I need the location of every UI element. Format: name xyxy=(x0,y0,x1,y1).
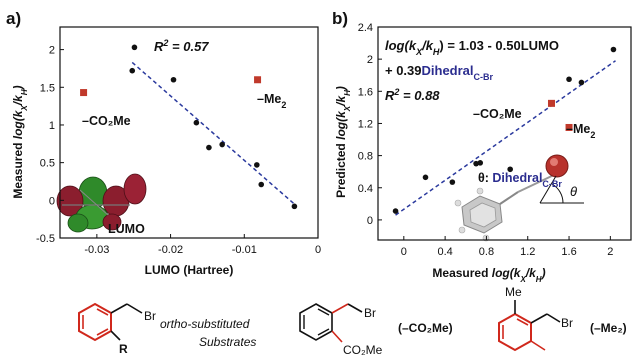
panel-b-y-tick-label: 2.4 xyxy=(358,22,373,34)
panel-b-x-tick-label: 1.6 xyxy=(561,246,576,258)
panel-a-y-tick-label: -0.5 xyxy=(36,233,55,245)
structures-row: Br ortho-substituted Substrates R Br CO₂… xyxy=(78,285,627,357)
panel-b-equation-line2: + 0.39DihedralC-Br xyxy=(385,63,494,82)
panel-b-y-tick-label: 1.6 xyxy=(358,86,373,98)
panel-b-y-tick-label: 0.4 xyxy=(358,183,373,195)
panel-a-y-tick-label: 1.5 xyxy=(40,82,55,94)
panel-b-y-tick-label: 2 xyxy=(367,54,373,66)
panel-b: b) Predicted log(kX/kH) θ θ: DihedralC-B… xyxy=(332,9,632,284)
lumo-orbital-image xyxy=(56,173,147,233)
panel-a-data-point xyxy=(206,144,212,151)
panel-a-data-point xyxy=(129,67,136,74)
panel-b-x-tick-label: 0.4 xyxy=(437,246,452,258)
panel-a-data-point xyxy=(254,162,260,168)
panel-b-x-tick-label: 2 xyxy=(607,246,613,258)
panel-a-x-tick-label: 0 xyxy=(315,244,321,256)
panel-a-x-tick-label: -0.01 xyxy=(232,244,257,256)
panel-a-square-point xyxy=(254,76,262,84)
panel-a-x-tick-label: -0.03 xyxy=(84,244,109,256)
panel-b-r2: R2 = 0.88 xyxy=(385,87,440,103)
panel-a-y-tick-label: 1 xyxy=(49,120,55,132)
panel-a-fit-line xyxy=(131,61,295,205)
panel-b-plot-frame xyxy=(377,26,632,241)
panel-b-xlabel: Measured log(kX/kH) xyxy=(432,266,545,284)
panel-a-data-point xyxy=(170,76,177,83)
structure-co2me-group: CO₂Me xyxy=(343,343,383,357)
panel-b-data-point xyxy=(449,179,456,185)
panel-b-ylabel: Predicted log(kX/kH) xyxy=(334,86,352,198)
panel-a-ylabel: Measured log(kX/kH) xyxy=(11,85,29,198)
dihedral-molecule-image xyxy=(454,154,584,242)
panel-a-plot: -0.03 -0.02 -0.01 0 -0.5 0 0.5 1 1.5 2 xyxy=(36,26,321,256)
panel-b-square-point xyxy=(565,123,573,131)
panel-a-lumo-label: LUMO xyxy=(108,222,145,236)
structure-generic-caption-line2: Substrates xyxy=(199,335,256,349)
panel-b-data-point xyxy=(392,208,399,214)
structure-me2 xyxy=(498,300,561,352)
panel-b-y-tick-label: 0.8 xyxy=(358,151,373,163)
panel-a-data-point xyxy=(131,44,138,51)
panel-b-x-tick-label: 0.8 xyxy=(479,246,494,258)
panel-b-fit-line xyxy=(395,60,616,216)
panel-b-square-point xyxy=(547,99,555,107)
panel-b-equation-line1: log(kX/kH) = 1.03 - 0.50LUMO xyxy=(385,38,559,57)
panel-a-co2me-annotation: –CO₂Me xyxy=(82,114,131,128)
panel-b-data-point xyxy=(578,79,585,86)
panel-b-data-point xyxy=(566,76,572,83)
panel-b-data-point xyxy=(477,160,484,166)
panel-a-plot-frame xyxy=(59,26,319,239)
panel-b-co2me-annotation: –CO₂Me xyxy=(473,107,522,121)
panel-b-me2-annotation: –Me2 xyxy=(566,122,595,140)
panel-a-square-point xyxy=(80,89,88,97)
panel-a-x-tick-label: -0.02 xyxy=(158,244,183,256)
theta-symbol: θ xyxy=(570,184,577,199)
structure-generic-br: Br xyxy=(144,309,156,323)
structure-co2me-br: Br xyxy=(364,306,376,320)
structure-co2me-label: (–CO₂Me) xyxy=(398,321,453,335)
panel-a-y-tick-label: 2 xyxy=(49,45,55,57)
panel-a: a) Measured log(kX/kH) LUMO -0.03 -0.02 -0… xyxy=(6,9,321,277)
panel-b-theta-label: θ: DihedralC-Br xyxy=(478,171,562,189)
panel-b-data-point xyxy=(422,174,429,181)
panel-a-y-tick-label: 0.5 xyxy=(40,158,55,170)
panel-b-y-tick-label: 1.2 xyxy=(358,118,373,130)
panel-b-plot: 0 0.4 0.8 1.2 1.6 2 0 0.4 0.8 1.2 1.6 2 2.4 xyxy=(358,22,632,258)
panel-a-data-point xyxy=(193,119,200,126)
panel-a-data-point xyxy=(219,141,225,148)
panel-a-xlabel: LUMO (Hartree) xyxy=(145,263,234,277)
structure-generic-caption-line1: ortho-substituted xyxy=(160,317,250,331)
panel-b-label: b) xyxy=(332,9,348,28)
structure-generic-r: R xyxy=(119,342,128,356)
structure-me2-me: Me xyxy=(505,285,522,299)
panel-a-label: a) xyxy=(6,9,21,28)
panel-b-x-tick-label: 1.2 xyxy=(520,246,535,258)
panel-a-r2: R2 = 0.57 xyxy=(154,38,209,54)
panel-a-y-tick-label: 0 xyxy=(49,195,55,207)
structure-generic-substrate xyxy=(78,302,143,342)
panel-a-data-point xyxy=(258,181,265,188)
structure-co2me xyxy=(299,303,363,343)
structure-me2-br: Br xyxy=(561,316,573,330)
structure-me2-label: (–Me₂) xyxy=(590,321,627,335)
panel-b-y-tick-label: 0 xyxy=(367,215,373,227)
panel-a-data-point xyxy=(291,203,298,210)
panel-b-x-tick-label: 0 xyxy=(401,246,407,258)
panel-b-data-point xyxy=(610,46,617,53)
panel-a-me2-annotation: –Me2 xyxy=(257,92,286,110)
panel-b-data-point xyxy=(507,166,513,173)
